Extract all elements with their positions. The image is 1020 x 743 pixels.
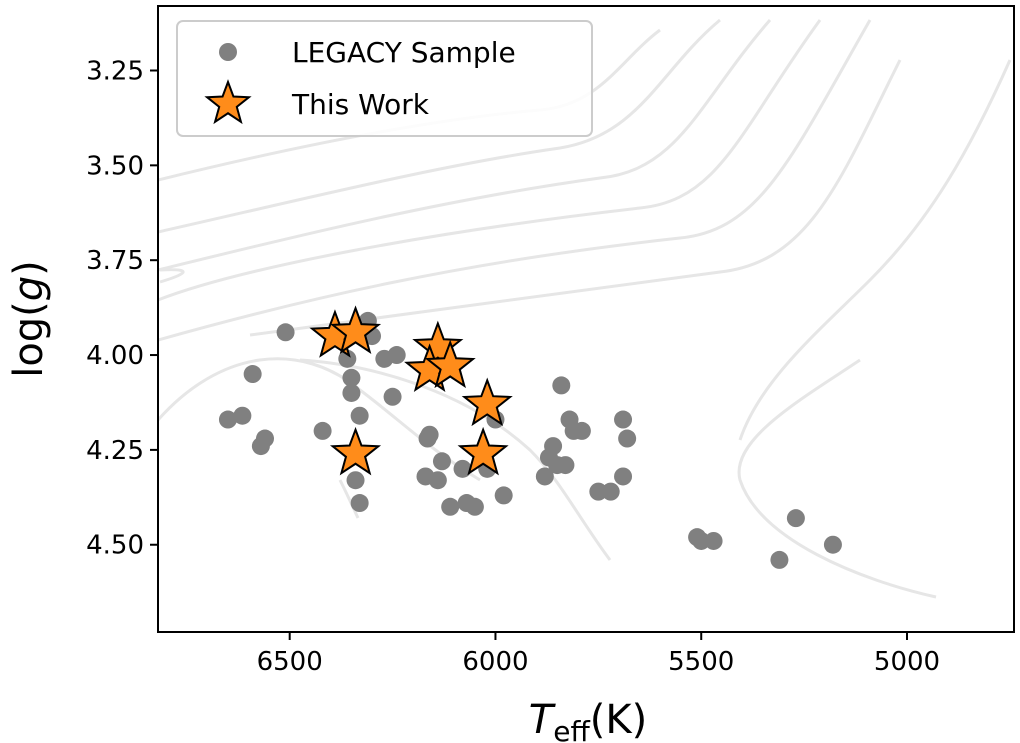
legacy-sample-point <box>350 406 369 425</box>
legend: LEGACY Sample This Work <box>176 20 593 137</box>
legacy-sample-point <box>601 482 620 501</box>
legacy-sample-point <box>428 471 447 490</box>
legacy-sample-point <box>418 429 437 448</box>
y-tick-label: 3.75 <box>86 246 144 276</box>
isochrone-track <box>158 19 772 272</box>
isochrone-track <box>738 59 1012 441</box>
legacy-sample-points <box>218 311 842 569</box>
x-tick-label: 5500 <box>668 647 734 677</box>
legacy-sample-point <box>387 346 406 365</box>
legacy-sample-point <box>276 323 295 342</box>
isochrone-track <box>299 358 612 561</box>
legacy-sample-point <box>618 429 637 448</box>
legacy-sample-point <box>251 437 270 456</box>
y-axis-ticks: 3.25 3.50 3.75 4.00 4.25 4.50 <box>86 56 158 561</box>
legacy-sample-point <box>383 387 402 406</box>
legacy-sample-point <box>614 410 633 429</box>
legacy-sample-point <box>346 471 365 490</box>
this-work-points <box>309 305 513 476</box>
x-axis-title-subscript: eff <box>553 715 590 743</box>
legend-label-legacy: LEGACY Sample <box>292 36 516 69</box>
x-tick-label: 6000 <box>462 647 528 677</box>
legacy-sample-point <box>338 349 357 368</box>
this-work-point <box>424 339 476 389</box>
this-work-point <box>461 377 513 427</box>
this-work-point <box>412 320 464 370</box>
legacy-sample-point <box>535 467 554 486</box>
x-tick-label: 6500 <box>257 647 323 677</box>
legacy-sample-point <box>441 497 460 516</box>
legacy-sample-point <box>704 531 723 550</box>
legacy-sample-point <box>453 459 472 478</box>
y-tick-label: 4.25 <box>86 436 144 466</box>
x-axis-ticks: 6500 6000 5500 5000 <box>257 632 940 677</box>
y-axis-title: log(g) <box>6 260 52 378</box>
legacy-sample-point <box>786 509 805 528</box>
x-axis-title: Teff(K) <box>529 697 647 743</box>
legacy-sample-point <box>465 497 484 516</box>
x-axis-title-symbol: T <box>529 697 557 743</box>
legacy-sample-point <box>342 368 361 387</box>
y-tick-label: 3.50 <box>86 151 144 181</box>
y-axis-title-prefix: log( <box>6 301 52 378</box>
legacy-sample-point <box>614 467 633 486</box>
this-work-point <box>457 426 509 476</box>
legend-label-this-work: This Work <box>291 88 430 121</box>
isochrone-track <box>158 18 721 234</box>
y-tick-label: 3.25 <box>86 56 144 86</box>
x-tick-label: 5000 <box>874 647 940 677</box>
legacy-sample-point <box>218 410 237 429</box>
legacy-sample-point <box>350 494 369 513</box>
legacy-sample-point <box>243 365 262 384</box>
legacy-sample-point <box>770 550 789 569</box>
y-axis-title-symbol: g <box>6 276 52 301</box>
legend-marker-this-work <box>204 79 252 125</box>
x-axis-title-unit: (K) <box>590 697 647 743</box>
isochrone-track <box>737 358 937 599</box>
legacy-sample-point <box>313 421 332 440</box>
y-axis-title-suffix: ) <box>6 260 52 276</box>
isochrone-track <box>158 19 872 342</box>
isochrone-track <box>158 19 822 302</box>
legacy-sample-point <box>589 482 608 501</box>
isochrone-track <box>159 268 185 284</box>
legacy-sample-point <box>342 383 361 402</box>
y-tick-label: 4.00 <box>86 341 144 371</box>
legacy-sample-point <box>552 376 571 395</box>
legacy-sample-point <box>233 406 252 425</box>
legend-box <box>176 20 593 137</box>
this-work-point <box>329 305 382 355</box>
this-work-point <box>329 426 382 476</box>
y-tick-label: 4.50 <box>86 531 144 561</box>
legend-marker-legacy <box>219 43 237 61</box>
legacy-sample-point <box>556 456 575 475</box>
legacy-sample-point <box>692 531 711 550</box>
legacy-sample-point <box>823 535 842 554</box>
plot-frame <box>157 5 1015 633</box>
legacy-sample-point <box>572 421 591 440</box>
legacy-sample-point <box>432 452 451 471</box>
legacy-sample-point <box>494 486 513 505</box>
